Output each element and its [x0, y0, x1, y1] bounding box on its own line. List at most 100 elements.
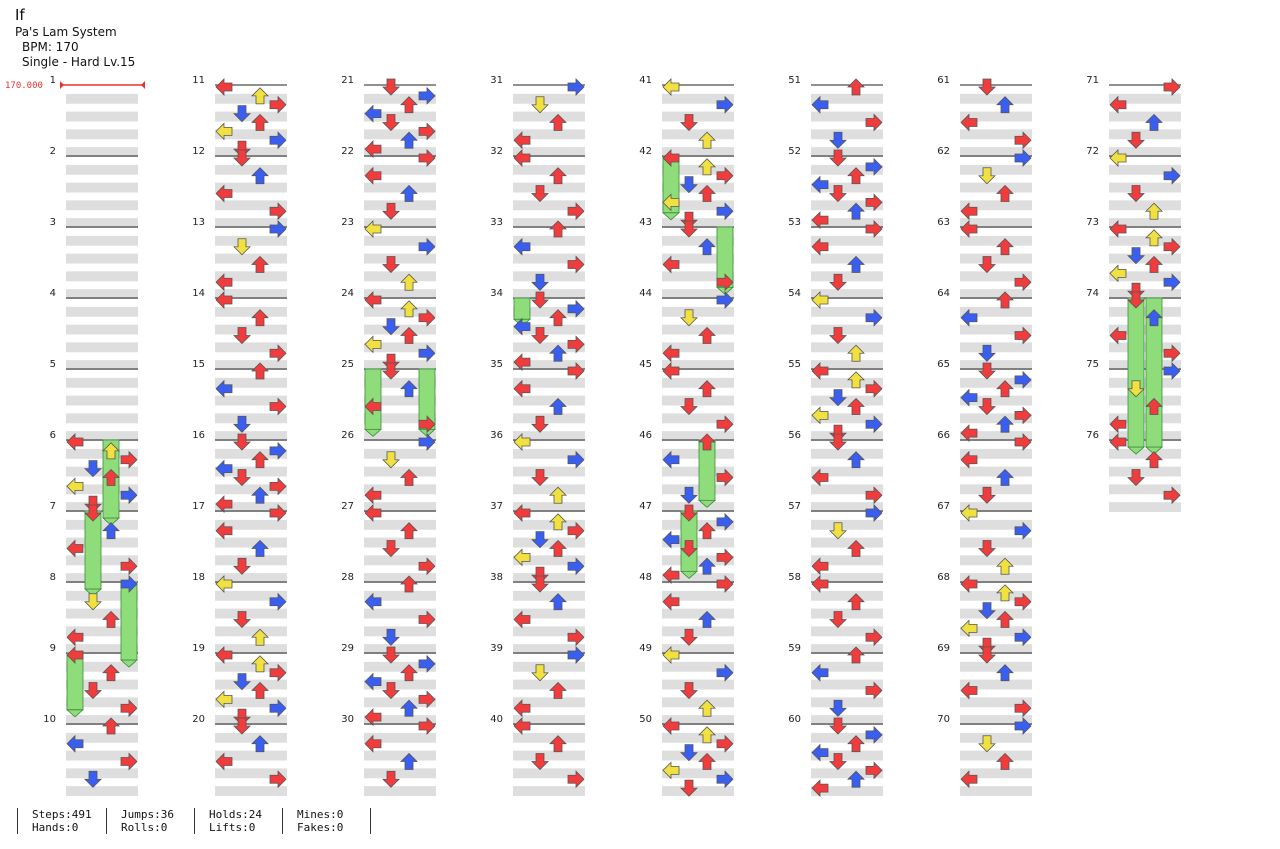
arrow-note — [269, 131, 287, 150]
arrow-note-shape — [382, 540, 400, 558]
arrow-note — [865, 761, 883, 780]
stats-separator — [282, 808, 283, 834]
arrow-note — [364, 220, 382, 238]
arrow-note — [531, 664, 549, 682]
arrow-note — [418, 415, 436, 434]
beat-band — [364, 147, 436, 157]
hold-tail — [1144, 446, 1164, 455]
arrow-note — [513, 699, 531, 718]
arrow-note — [698, 699, 716, 717]
arrow-note-shape — [1145, 229, 1163, 247]
beat-band — [66, 626, 138, 637]
beat-band — [662, 93, 734, 104]
arrow-note — [549, 735, 567, 753]
beat-band — [215, 679, 287, 690]
arrow-note-shape — [1145, 113, 1163, 131]
arrow-note-shape — [662, 78, 680, 96]
measure-number: 65 — [937, 359, 950, 370]
arrow-note — [364, 335, 382, 354]
arrow-note-shape — [996, 415, 1014, 433]
arrow-note-shape — [418, 237, 436, 256]
hold-tail — [697, 499, 717, 508]
arrow-note — [662, 646, 680, 664]
arrow-note-shape — [215, 646, 233, 664]
beat-band — [66, 271, 138, 282]
arrow-note-shape — [865, 761, 883, 780]
arrow-note — [698, 433, 716, 451]
arrow-note — [418, 610, 436, 629]
arrow-note-shape — [829, 389, 847, 407]
beat-band — [662, 715, 734, 725]
arrow-note — [662, 344, 680, 363]
arrow-note-shape — [400, 664, 418, 682]
beat-band — [215, 200, 287, 211]
beat-band — [66, 661, 138, 672]
arrow-note-shape — [996, 752, 1014, 770]
beat-band — [66, 93, 138, 104]
measure-number: 10 — [43, 714, 56, 725]
arrow-note — [251, 362, 269, 380]
arrow-note-shape — [513, 610, 531, 629]
arrow-note — [1145, 397, 1163, 415]
beat-band — [364, 644, 436, 654]
arrow-note-shape — [811, 557, 829, 576]
beat-band — [215, 608, 287, 619]
beat-band — [662, 768, 734, 779]
arrow-note — [102, 468, 120, 486]
arrow-note — [269, 592, 287, 611]
beat-band — [215, 537, 287, 548]
beat-band — [215, 377, 287, 388]
arrow-note — [120, 486, 138, 505]
arrow-note-shape — [400, 96, 418, 114]
beat-band — [960, 590, 1032, 601]
beat-band — [1109, 164, 1181, 175]
arrow-note — [662, 530, 680, 549]
arrow-note — [382, 362, 400, 380]
beat-band — [662, 697, 734, 708]
arrow-note-shape — [215, 521, 233, 540]
arrow-note — [811, 663, 829, 682]
beat-band — [66, 413, 138, 424]
arrow-note-shape — [215, 495, 233, 514]
beat-band — [513, 271, 585, 282]
beat-band — [513, 644, 585, 654]
measure-number: 48 — [639, 572, 652, 583]
arrow-note — [811, 291, 829, 309]
arrow-note — [382, 318, 400, 336]
beat-band — [66, 253, 138, 264]
arrow-note-shape — [269, 397, 287, 416]
beat-band — [364, 164, 436, 175]
measure-number: 25 — [341, 359, 354, 370]
arrow-note — [102, 610, 120, 628]
beat-band — [811, 377, 883, 388]
beat-band — [364, 129, 436, 140]
measure-number: 15 — [192, 359, 205, 370]
measure-number: 8 — [50, 572, 56, 583]
beat-band — [960, 324, 1032, 335]
beat-band — [513, 164, 585, 175]
beat-band — [1109, 431, 1181, 441]
arrow-note — [382, 78, 400, 96]
arrow-note-shape — [960, 681, 978, 700]
beat-band — [513, 786, 585, 796]
arrow-note-shape — [829, 717, 847, 735]
arrow-note — [120, 557, 138, 576]
arrow-note — [513, 717, 531, 735]
beat-band — [66, 395, 138, 406]
beat-band — [960, 786, 1032, 796]
arrow-note-shape — [960, 619, 978, 638]
arrow-note — [364, 672, 382, 691]
arrow-note-shape — [549, 486, 567, 504]
arrow-note-shape — [865, 681, 883, 700]
arrow-note-shape — [567, 299, 585, 318]
arrow-note-shape — [698, 184, 716, 202]
arrow-note — [382, 770, 400, 788]
beat-band — [662, 573, 734, 583]
arrow-note-shape — [418, 149, 436, 167]
arrow-note — [865, 628, 883, 647]
arrow-note — [251, 735, 269, 753]
arrow-note-shape — [680, 114, 698, 132]
beat-band — [513, 626, 585, 637]
arrow-note-shape — [513, 149, 531, 167]
arrow-note-shape — [364, 672, 382, 691]
